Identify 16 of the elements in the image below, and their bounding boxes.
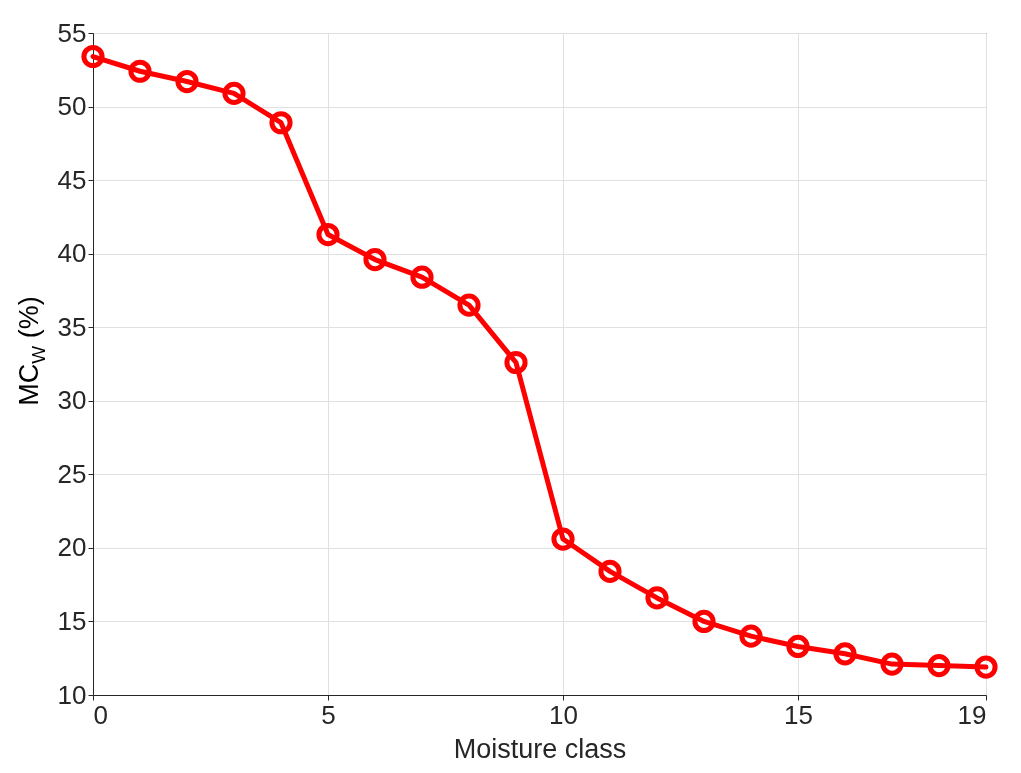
x-tick-label: 0 [93,699,108,730]
y-tick-label: 50 [57,91,87,122]
y-tick-label: 15 [57,605,87,636]
y-tick-label: 20 [57,532,87,563]
x-axis-title: Moisture class [453,733,627,764]
y-tick-label: 45 [57,164,87,195]
y-tick-label: 55 [57,17,87,48]
x-tick-label: 19 [957,699,987,730]
y-tick-label: 35 [57,311,87,342]
y-tick-label: 40 [57,238,87,269]
y-tick-label: 25 [57,458,87,489]
y-tick-label: 10 [57,679,87,710]
x-tick-label: 10 [549,699,578,730]
x-tick-label: 15 [784,699,813,730]
y-tick-label: 30 [57,385,87,416]
x-tick-label: 5 [321,699,336,730]
